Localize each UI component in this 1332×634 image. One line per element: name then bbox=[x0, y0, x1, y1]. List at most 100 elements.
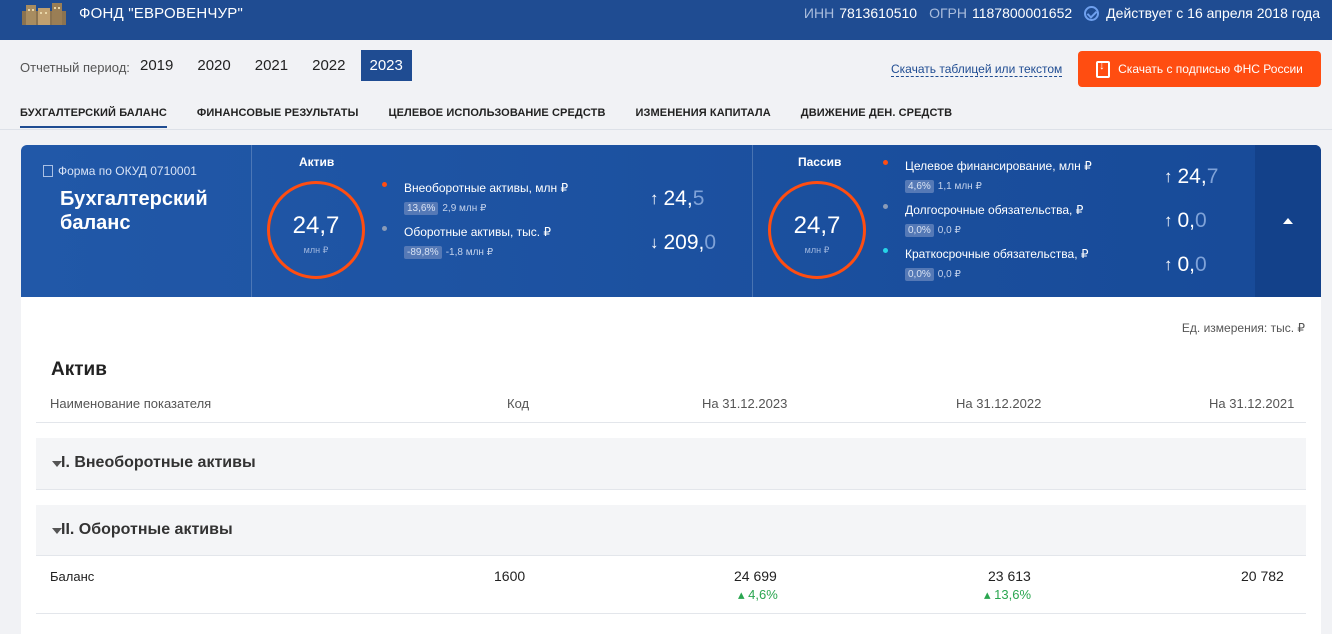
pct-badge: -89,8% bbox=[404, 246, 442, 259]
delta-text: -1,8 млн ₽ bbox=[445, 247, 494, 258]
balance-2023-value: 24 699 bbox=[734, 568, 777, 584]
change-text: 13,6% bbox=[994, 587, 1032, 602]
balance-2021-value: 20 782 bbox=[1241, 568, 1284, 584]
tab-capital-changes[interactable]: ИЗМЕНЕНИЯ КАПИТАЛА bbox=[635, 107, 771, 119]
inn-label: ИНН bbox=[803, 5, 835, 21]
aktiv-total-unit: млн ₽ bbox=[303, 245, 329, 255]
period-label: Отчетный период: bbox=[20, 60, 130, 75]
company-name: ФОНД "ЕВРОВЕНЧУР" bbox=[79, 5, 244, 22]
value-int: 209, bbox=[663, 231, 705, 254]
download-fns-label: Скачать с подписью ФНС России bbox=[1118, 62, 1303, 76]
form-code: Форма по ОКУД 0710001 bbox=[43, 164, 197, 178]
arrow-up-icon: ↑ bbox=[1164, 255, 1173, 274]
document-icon bbox=[43, 165, 53, 177]
value-int: 24, bbox=[663, 187, 693, 210]
status-text: Действует с 16 апреля 2018 года bbox=[1106, 5, 1320, 21]
passiv-item-change: 4,6% 1,1 млн ₽ bbox=[905, 180, 982, 193]
aktiv-item-value: ↓ 209,0 bbox=[650, 231, 716, 255]
change-text: 4,6% bbox=[748, 587, 778, 602]
group-row-current[interactable]: II. Оборотные активы bbox=[36, 505, 1306, 556]
year-2023[interactable]: 2023 bbox=[360, 50, 412, 81]
value-dec: 0 bbox=[704, 231, 717, 254]
value-dec: 5 bbox=[692, 187, 705, 210]
balance-row-code: 1600 bbox=[494, 568, 526, 584]
col-header-2021: На 31.12.2021 bbox=[1209, 396, 1295, 411]
delta-text: 1,1 млн ₽ bbox=[937, 181, 982, 192]
year-2020[interactable]: 2020 bbox=[197, 57, 231, 74]
group-row-noncurrent[interactable]: I. Внеоборотные активы bbox=[36, 438, 1306, 489]
company-logo-icon bbox=[22, 3, 66, 25]
banner-separator bbox=[752, 145, 753, 297]
col-header-2022: На 31.12.2022 bbox=[956, 396, 1042, 411]
value-dec: 0 bbox=[1195, 209, 1207, 232]
row-divider bbox=[36, 489, 1306, 490]
arrow-up-icon: ↑ bbox=[1164, 167, 1173, 186]
header-divider bbox=[36, 422, 1306, 423]
banner-separator bbox=[251, 145, 252, 297]
tab-target-use[interactable]: ЦЕЛЕВОЕ ИСПОЛЬЗОВАНИЕ СРЕДСТВ bbox=[388, 107, 606, 119]
chevron-down-icon bbox=[52, 461, 62, 467]
aktiv-item-value: ↑ 24,5 bbox=[650, 187, 704, 211]
balance-table-panel: Ед. измерения: тыс. ₽ Актив Наименование… bbox=[21, 297, 1321, 634]
pct-badge: 0,0% bbox=[905, 224, 934, 237]
legend-dot bbox=[883, 160, 888, 165]
group-title: II. Оборотные активы bbox=[61, 521, 233, 538]
delta-text: 0,0 ₽ bbox=[937, 269, 961, 280]
row-divider bbox=[36, 555, 1306, 556]
check-circle-icon bbox=[1084, 5, 1100, 21]
legend-dot bbox=[883, 204, 888, 209]
ogrn-value: 1187800001652 bbox=[971, 5, 1073, 21]
arrow-down-icon: ↓ bbox=[650, 233, 659, 252]
delta-text: 0,0 ₽ bbox=[937, 225, 961, 236]
section-title: Актив bbox=[51, 359, 107, 380]
passiv-item-value: ↑ 0,0 bbox=[1164, 209, 1207, 233]
passiv-item-change: 0,0% 0,0 ₽ bbox=[905, 268, 961, 281]
aktiv-item-label: Внеоборотные активы, млн ₽ bbox=[404, 181, 569, 195]
aktiv-item-change: -89,8% -1,8 млн ₽ bbox=[404, 246, 493, 259]
passiv-item-label: Долгосрочные обязательства, ₽ bbox=[905, 203, 1084, 217]
arrow-up-icon: ↑ bbox=[650, 189, 659, 208]
passiv-item-label: Краткосрочные обязательства, ₽ bbox=[905, 247, 1089, 261]
tab-cash-flow[interactable]: ДВИЖЕНИЕ ДЕН. СРЕДСТВ bbox=[800, 107, 953, 119]
balance-2022-value: 23 613 bbox=[988, 568, 1031, 584]
tab-balance[interactable]: БУХГАЛТЕРСКИЙ БАЛАНС bbox=[20, 107, 167, 128]
form-code-text: Форма по ОКУД 0710001 bbox=[58, 164, 197, 178]
passiv-total-value: 24,7 bbox=[793, 212, 841, 239]
passiv-summary-title: Пассив bbox=[798, 155, 842, 169]
value-int: 0, bbox=[1177, 209, 1196, 232]
year-2022[interactable]: 2022 bbox=[312, 57, 346, 74]
legend-dot bbox=[382, 226, 387, 231]
value-int: 24, bbox=[1177, 165, 1207, 188]
aktiv-total-ring: 24,7 млн ₽ bbox=[267, 181, 365, 279]
collapse-summary-button[interactable] bbox=[1255, 145, 1321, 297]
value-dec: 0 bbox=[1195, 253, 1207, 276]
balance-2023-change: ▴ 4,6% bbox=[738, 587, 778, 602]
year-selector: 2019 2020 2021 2022 2023 bbox=[131, 50, 412, 81]
passiv-item-value: ↑ 0,0 bbox=[1164, 253, 1207, 277]
banner-title: Бухгалтерский баланс bbox=[60, 187, 208, 235]
banner-title-line1: Бухгалтерский bbox=[60, 188, 208, 210]
company-meta: ИНН 7813610510 ОГРН 1187800001652 Действ… bbox=[804, 5, 1320, 21]
passiv-item-label: Целевое финансирование, млн ₽ bbox=[905, 159, 1092, 173]
tab-financial-results[interactable]: ФИНАНСОВЫЕ РЕЗУЛЬТАТЫ bbox=[196, 107, 359, 119]
download-document-icon bbox=[1096, 60, 1111, 78]
pct-badge: 4,6% bbox=[905, 180, 934, 193]
value-int: 0, bbox=[1177, 253, 1196, 276]
year-2019[interactable]: 2019 bbox=[140, 57, 174, 74]
download-fns-button[interactable]: Скачать с подписью ФНС России bbox=[1078, 51, 1321, 87]
delta-text: 2,9 млн ₽ bbox=[442, 203, 487, 214]
passiv-item-value: ↑ 24,7 bbox=[1164, 165, 1218, 189]
download-table-link[interactable]: Скачать таблицей или текстом bbox=[891, 62, 1063, 77]
pct-badge: 13,6% bbox=[404, 202, 439, 215]
report-tabs: БУХГАЛТЕРСКИЙ БАЛАНС ФИНАНСОВЫЕ РЕЗУЛЬТА… bbox=[20, 107, 982, 128]
summary-banner: Форма по ОКУД 0710001 Бухгалтерский бала… bbox=[21, 145, 1321, 297]
ogrn-label: ОГРН bbox=[929, 5, 967, 21]
col-header-2023: На 31.12.2023 bbox=[702, 396, 788, 411]
passiv-item-change: 0,0% 0,0 ₽ bbox=[905, 224, 961, 237]
passiv-total-ring: 24,7 млн ₽ bbox=[768, 181, 866, 279]
year-2021[interactable]: 2021 bbox=[254, 57, 289, 74]
aktiv-item-change: 13,6% 2,9 млн ₽ bbox=[404, 202, 486, 215]
inn-value: 7813610510 bbox=[839, 5, 918, 21]
passiv-total-unit: млн ₽ bbox=[804, 245, 830, 255]
col-header-name: Наименование показателя bbox=[50, 396, 212, 411]
